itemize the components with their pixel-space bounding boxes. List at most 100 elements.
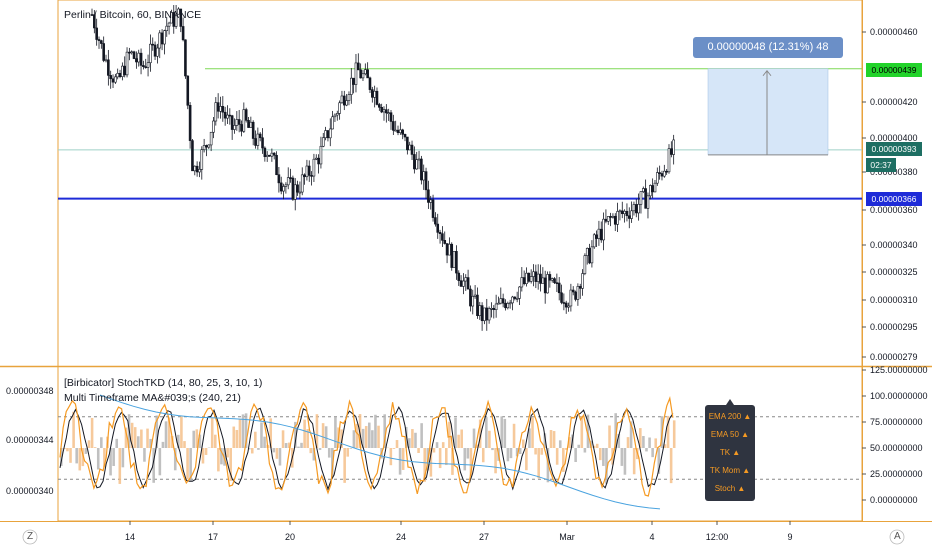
candle-body	[656, 172, 659, 184]
price-tick-label: 0.00000460	[870, 27, 918, 37]
measure-arrow-head	[762, 69, 772, 77]
candle-body	[163, 30, 166, 45]
osc-histogram-bar	[158, 448, 162, 476]
osc-histogram-bar	[669, 448, 673, 484]
osc-histogram-bar	[435, 442, 439, 448]
osc-histogram-bar	[512, 423, 516, 448]
candle-body	[436, 223, 440, 233]
candle-body	[249, 121, 253, 128]
candle-body	[158, 32, 162, 49]
auto-scale-button[interactable]: A	[894, 531, 901, 542]
osc-histogram-bar	[352, 430, 356, 448]
candle-body	[156, 47, 159, 57]
osc-histogram-bar	[368, 422, 371, 448]
osc-histogram-bar	[620, 448, 624, 466]
osc-histogram-bar	[623, 448, 627, 475]
candle-body	[132, 51, 136, 59]
price-tick-label: 0.00000360	[870, 205, 918, 215]
osc-histogram-bar	[503, 418, 507, 448]
osc-histogram-bar	[334, 416, 337, 448]
candle-body	[296, 184, 299, 193]
time-label: Mar	[559, 532, 575, 542]
candle-body	[149, 43, 152, 64]
osc-histogram-bar	[574, 448, 577, 462]
osc-histogram-bar	[377, 425, 380, 448]
osc-histogram-bar	[481, 448, 485, 463]
osc-histogram-bar	[87, 440, 91, 448]
osc-histogram-bar	[331, 448, 334, 478]
candle-body	[312, 158, 316, 177]
osc-histogram-bar	[540, 448, 544, 455]
candle-body	[111, 78, 115, 83]
candle-body	[550, 278, 554, 281]
zoom-button-bg	[22, 529, 38, 545]
candle-body	[184, 39, 187, 77]
candle-body	[261, 137, 264, 149]
candle-body	[282, 186, 285, 192]
osc-histogram-bar	[180, 416, 183, 448]
candle-body	[499, 298, 503, 304]
candle-body	[223, 111, 227, 119]
osc-histogram-bar	[583, 448, 587, 453]
candle-body	[529, 276, 533, 282]
osc-histogram-bar	[361, 428, 365, 448]
osc-histogram-bar	[537, 448, 540, 479]
candle-body	[651, 185, 654, 193]
osc-histogram-bar	[84, 448, 88, 454]
osc-histogram-bar	[565, 448, 568, 450]
time-label: 12:00	[706, 532, 729, 542]
candle-body	[151, 43, 155, 46]
osc-histogram-bar	[214, 434, 217, 448]
candle-body	[212, 120, 215, 133]
osc-histogram-bar	[66, 448, 69, 452]
candle-body	[424, 171, 428, 191]
candle-body	[672, 139, 675, 155]
osc-histogram-bar	[445, 448, 448, 466]
candle-body	[165, 25, 169, 31]
osc-histogram-bar	[549, 429, 553, 448]
osc-histogram-bar	[469, 448, 473, 476]
candle-body	[399, 129, 402, 133]
candle-body	[578, 286, 582, 289]
candle-body	[504, 302, 507, 309]
candle-body	[585, 248, 589, 256]
candle-body	[620, 210, 624, 215]
candle-body	[228, 114, 232, 117]
candle-body	[277, 174, 281, 184]
osc-histogram-bar	[149, 438, 152, 448]
osc-histogram-bar	[509, 448, 513, 459]
osc-histogram-bar	[146, 428, 149, 448]
osc-histogram-bar	[321, 423, 325, 448]
candle-body	[406, 136, 409, 151]
osc-histogram-bar	[555, 448, 559, 465]
zoom-button[interactable]: Z	[27, 531, 34, 542]
candle-body	[270, 152, 274, 157]
osc-histogram-bar	[124, 427, 128, 448]
osc-histogram-bar	[204, 448, 208, 455]
osc-histogram-bar	[672, 420, 676, 448]
blue-line-price-tag: 0.00000366	[866, 192, 922, 206]
osc-histogram-bar	[232, 426, 236, 448]
osc-histogram-bar	[592, 445, 596, 448]
candle-body	[107, 59, 110, 76]
osc-histogram-bar	[395, 440, 399, 448]
candle-body	[646, 195, 650, 209]
candle-body	[583, 255, 587, 274]
osc-histogram-bar	[580, 416, 584, 448]
price-tick-label: 0.00000279	[870, 352, 918, 362]
osc-histogram-bar	[349, 448, 353, 449]
candle-body	[293, 184, 297, 200]
legend-tk-mom: TK Mom ▲	[709, 466, 751, 475]
candle-body	[188, 104, 192, 141]
candle-body	[476, 294, 479, 316]
candle-body	[450, 243, 454, 268]
osc-histogram-bar	[140, 429, 143, 448]
osc-histogram-bar	[629, 421, 633, 448]
candle-body	[443, 240, 447, 244]
candle-body	[644, 188, 647, 209]
osc-histogram-bar	[475, 444, 479, 448]
candle-body	[179, 8, 183, 27]
candle-body	[186, 75, 190, 106]
osc-tick-label: 25.00000000	[870, 469, 923, 479]
